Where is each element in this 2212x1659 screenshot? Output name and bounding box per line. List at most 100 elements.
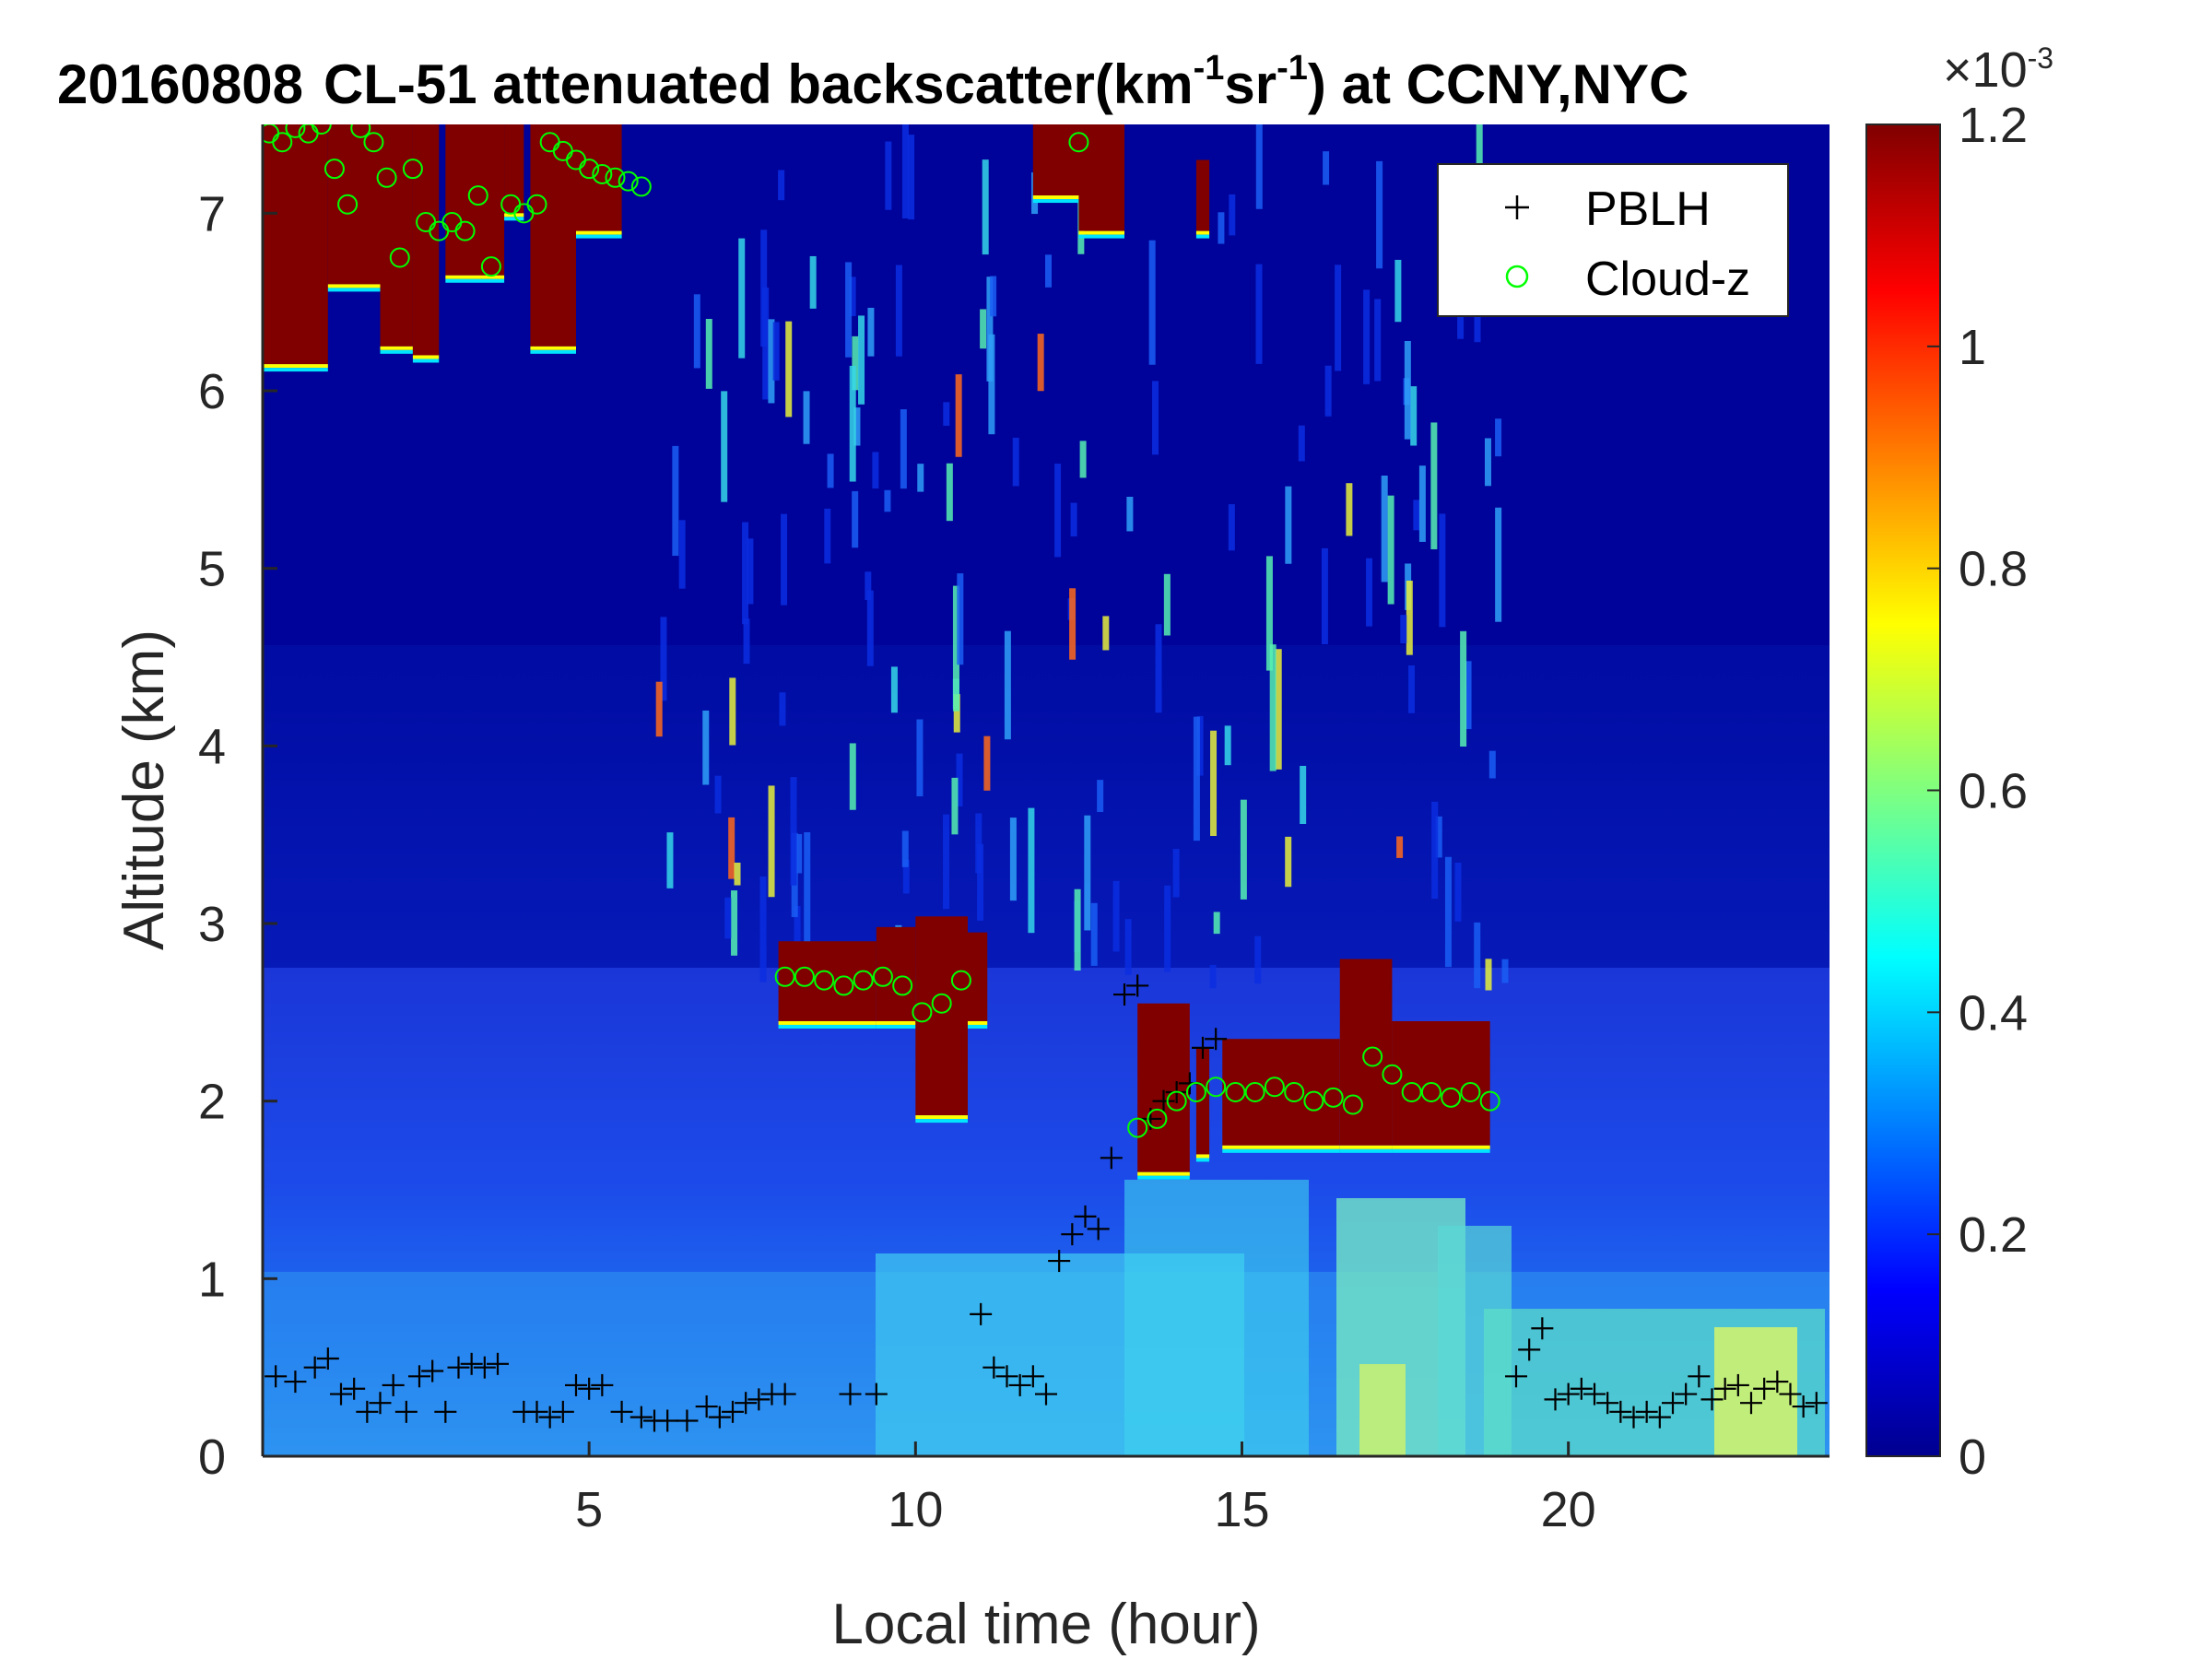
cloud-z-point (1185, 1082, 1206, 1103)
pblh-point (1531, 1317, 1554, 1340)
aerosol-streak (742, 522, 749, 625)
cloud-region (327, 124, 381, 285)
colorbar-tick-label: 0.6 (1959, 764, 2028, 819)
pblh-point (1583, 1382, 1606, 1406)
aerosol-streak (943, 814, 950, 910)
pblh-point (473, 1356, 496, 1379)
aerosol-streak (1374, 299, 1382, 382)
aerosol-streak (827, 453, 834, 488)
cloud-z-point (350, 124, 371, 138)
pblh-point (1700, 1388, 1724, 1411)
cloud-z-point (376, 167, 397, 188)
x-tick-label: 5 (575, 1482, 603, 1537)
cloud-base-edge (263, 364, 328, 369)
pblh-point (1087, 1218, 1110, 1241)
cloud-z-point (592, 163, 613, 184)
aerosol-streak (900, 409, 907, 489)
aerosol-streak (655, 681, 663, 737)
aerosol-streak (1418, 465, 1426, 542)
cloud-region (915, 916, 968, 1116)
aerosol-streak (1501, 959, 1509, 983)
pblh-point (578, 1377, 601, 1400)
aerosol-streak (866, 590, 874, 666)
cloud-base-glow (576, 234, 622, 239)
y-tick-label: 2 (198, 1075, 226, 1130)
pblh-point (265, 1365, 288, 1388)
aerosol-streak (1346, 483, 1353, 536)
pblh-point (1518, 1338, 1541, 1361)
cloud-region (504, 124, 524, 214)
cloud-z-point (1068, 132, 1089, 153)
colorbar-tick-label: 0.8 (1959, 542, 2028, 597)
cloud-z-point (605, 167, 626, 188)
aerosol-streak (1218, 212, 1225, 244)
aerosol-streak (885, 141, 892, 210)
cloud-z-point (1401, 1082, 1422, 1103)
cloud-base-glow (1195, 1158, 1210, 1162)
aerosol-streak (1210, 730, 1218, 837)
cloud-region (1078, 124, 1124, 231)
pblh-point (1570, 1377, 1593, 1400)
aerosol-streak (1155, 624, 1162, 713)
y-axis-label: Altitude (km) (112, 629, 176, 950)
cloud-z-point (794, 966, 815, 987)
aerosol-streak (852, 490, 859, 548)
aerosol-streak (804, 832, 811, 954)
pblh-point (1609, 1400, 1632, 1423)
y-tick-label: 3 (198, 897, 226, 952)
cloud-z-point (1166, 1090, 1187, 1112)
aerosol-streak (1124, 919, 1132, 975)
cloud-base-glow (263, 368, 328, 372)
aerosol-streak (946, 463, 953, 522)
aerosol-streak (729, 677, 736, 746)
colorbar-tick-label: 0 (1959, 1430, 1986, 1485)
aerosol-streak (1172, 849, 1180, 898)
aerosol-streak (884, 489, 891, 512)
cloud-base-edge (1195, 1154, 1210, 1159)
aerosol-streak (779, 692, 786, 726)
cloud-base-edge (1137, 1171, 1190, 1176)
aerosol-streak (809, 255, 817, 309)
aerosol-streak (1285, 486, 1292, 564)
aerosol-streak (901, 830, 909, 867)
aerosol-streak (982, 159, 989, 255)
aerosol-streak (1465, 661, 1472, 730)
cloud-z-point (1342, 1094, 1363, 1115)
cloud-base-glow (876, 1024, 916, 1029)
aerosol-streak (1148, 240, 1156, 365)
cloud-z-point (467, 185, 488, 206)
cloud-base-glow (445, 278, 505, 283)
pblh-point (1648, 1406, 1671, 1429)
cloud-region (1195, 159, 1210, 231)
cloud-base-edge (576, 230, 622, 235)
cloud-base-edge (1032, 195, 1099, 200)
aerosol-streak (1126, 496, 1134, 532)
cloud-z-point (912, 1002, 933, 1023)
pblh-point (1192, 1036, 1214, 1059)
cloud-z-point (1225, 1082, 1246, 1103)
aerosol-streak (1193, 716, 1200, 841)
aerosol-streak (781, 513, 788, 606)
pblh-point (1074, 1205, 1097, 1228)
aerosol-streak (1324, 365, 1332, 417)
aerosol-streak (1044, 254, 1052, 288)
aerosol-streak (872, 452, 879, 489)
aerosol-streak (1102, 616, 1110, 651)
pblh-point (1152, 1089, 1175, 1112)
pblh-point (447, 1356, 470, 1379)
aerosol-streak (845, 262, 853, 358)
aerosol-streak (1366, 558, 1373, 627)
pblh-point (656, 1409, 679, 1432)
cloud-z-point (526, 194, 547, 215)
pblh-point (1805, 1392, 1828, 1415)
cloud-z-point (1382, 1064, 1403, 1085)
pblh-point (343, 1377, 366, 1400)
pblh-point (865, 1382, 888, 1406)
aerosol-streak (738, 238, 746, 359)
cloud-base-edge (445, 275, 505, 279)
cloud-z-point (272, 132, 293, 153)
pblh-point (1662, 1392, 1684, 1415)
aerosol-streak (865, 571, 872, 601)
aerosol-streak (1404, 340, 1411, 440)
pblh-point (747, 1388, 771, 1411)
